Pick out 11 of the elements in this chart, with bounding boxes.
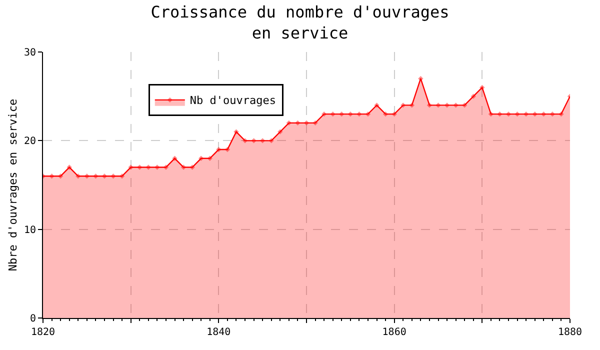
x-tick-label: 1840 <box>206 327 231 338</box>
x-tick-label: 1880 <box>558 327 582 338</box>
y-axis-title: Nbre d'ouvrages en service <box>6 98 20 272</box>
y-tick-label: 20 <box>24 136 36 148</box>
y-tick-label: 30 <box>24 48 36 58</box>
x-tick-label: 1860 <box>382 327 406 338</box>
legend-label: Nb d'ouvrages <box>190 94 276 108</box>
y-tick-label: 10 <box>24 224 36 236</box>
y-tick-label: 0 <box>30 314 36 324</box>
chart-title: Croissance du nombre d'ouvrages en service <box>150 2 450 42</box>
x-tick-label: 1820 <box>30 327 56 338</box>
